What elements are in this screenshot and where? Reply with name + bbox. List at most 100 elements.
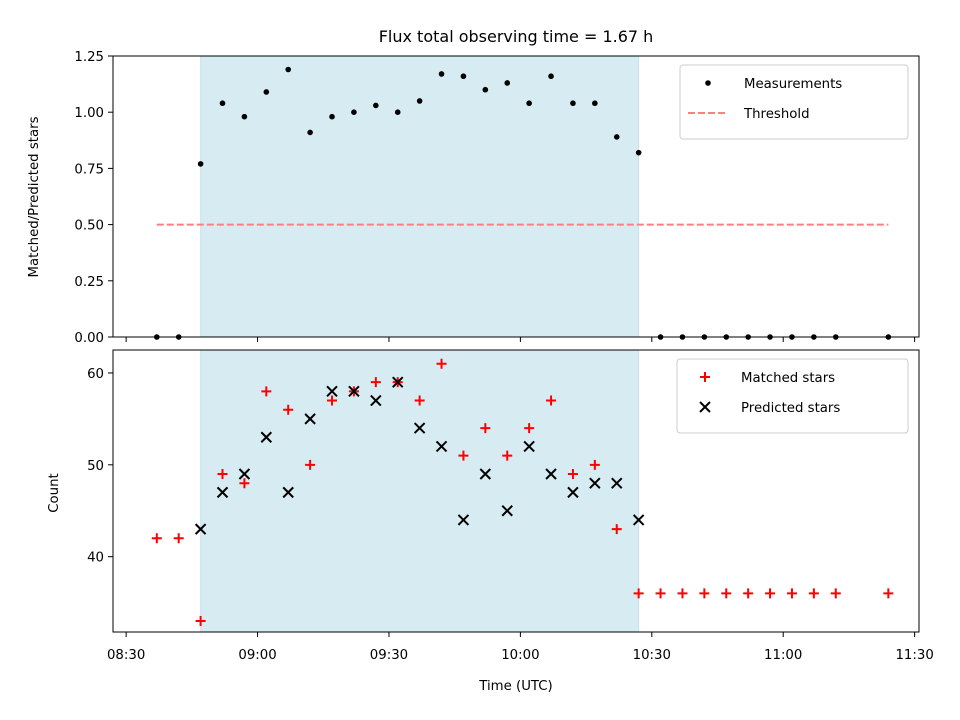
predicted-stars-point [413, 422, 426, 434]
matched-stars-point [883, 588, 894, 599]
matched-stars-point [786, 588, 797, 599]
matched-stars-point [721, 588, 732, 599]
measurement-point [197, 161, 204, 167]
matched-stars-point [239, 478, 250, 489]
measurement-point [241, 113, 248, 120]
matched-stars-point [699, 588, 710, 599]
matched-stars-point [743, 588, 754, 599]
measurement-point [592, 100, 598, 107]
x-tick-label: 10:00 [501, 648, 539, 663]
legend-label: Matched stars [741, 371, 835, 386]
predicted-stars-point [457, 514, 470, 526]
measurement-point [526, 100, 532, 107]
measurement-point [373, 102, 379, 109]
x-tick-label: 09:30 [370, 648, 408, 663]
measurement-point [570, 100, 576, 107]
measurement-point [504, 80, 511, 86]
predicted-stars-point [545, 468, 557, 480]
axes-frame [112, 349, 920, 633]
matched-stars-point [589, 459, 600, 470]
matched-stars-point [327, 395, 338, 406]
matched-stars-point [611, 524, 622, 535]
x-tick-label: 11:30 [895, 648, 933, 663]
predicted-stars-point [589, 477, 601, 489]
chart-title: Flux total observing time = 1.67 h [379, 27, 654, 46]
y-axis-label-count: Count [47, 473, 62, 513]
legend-marker-x [699, 401, 711, 413]
predicted-stars-point [216, 486, 229, 499]
measurement-point [263, 89, 270, 95]
x-tick-label: 09:00 [238, 648, 276, 663]
y-tick-label: 1.25 [74, 50, 104, 65]
legend: Measurements Threshold [679, 64, 909, 140]
matched-stars-point [567, 469, 578, 480]
measurement-point [394, 109, 401, 115]
legend-label: Threshold [743, 107, 810, 122]
matched-stars-point [195, 615, 206, 626]
measurement-point [613, 134, 620, 140]
legend-marker-dot [705, 80, 711, 86]
y-axis-label-ratio: Matched/Predicted stars [27, 116, 42, 277]
predicted-stars-point [479, 468, 492, 480]
measurement-point [482, 86, 489, 93]
matched-stars-point [261, 386, 272, 397]
x-tick-label: 10:30 [633, 648, 671, 663]
predicted-stars-point [282, 486, 294, 499]
bottom-panel-counts: 40 50 60 08:30 09:00 09:30 10:00 10:30 11:00 11:3… [87, 349, 934, 663]
predicted-stars-point [326, 385, 338, 398]
matched-stars-point [436, 358, 447, 369]
matched-stars-point [765, 588, 776, 599]
matched-stars-point [151, 533, 162, 544]
y-tick-label: 50 [87, 459, 104, 474]
y-tick-label: 0.50 [74, 219, 104, 234]
matched-stars-point [808, 588, 819, 599]
predicted-stars-point [567, 486, 579, 499]
matched-stars-point [546, 395, 557, 406]
matched-stars-point [677, 588, 688, 599]
matched-stars-point [502, 450, 513, 461]
matched-stars-point [458, 450, 469, 461]
predicted-stars-point [501, 505, 513, 517]
matched-stars-point [830, 588, 841, 599]
matched-stars-point [633, 588, 644, 599]
measurement-point [460, 73, 467, 80]
matched-stars-point [414, 395, 425, 406]
predicted-stars-point [523, 440, 535, 453]
predicted-stars-point [260, 431, 273, 443]
highlight-span [200, 55, 640, 338]
matched-stars-point [480, 423, 491, 434]
predicted-stars-point [348, 385, 360, 398]
x-tick-label: 08:30 [107, 648, 145, 663]
legend-box [676, 358, 909, 434]
matched-stars-point [173, 533, 184, 544]
predicted-stars-point [632, 514, 645, 526]
legend-label: Predicted stars [741, 401, 840, 416]
matched-stars-point [305, 459, 316, 470]
y-tick-label: 0.25 [74, 275, 104, 290]
legend-box [679, 64, 909, 140]
y-tick-label: 60 [87, 367, 104, 382]
predicted-stars-point [238, 468, 251, 480]
matched-stars-point [370, 377, 381, 388]
axes-frame [112, 55, 920, 338]
measurement-point [285, 66, 292, 73]
legend-marker-plus [700, 372, 710, 382]
legend: Matched stars Predicted stars [676, 358, 909, 434]
matched-stars-point [524, 423, 535, 434]
measurement-point [416, 98, 423, 104]
predicted-stars-point [194, 523, 207, 535]
legend-label: Measurements [744, 77, 842, 92]
y-tick-label: 0.75 [74, 162, 104, 177]
measurement-point [219, 100, 226, 107]
measurement-point [329, 113, 335, 120]
measurement-point [548, 73, 554, 80]
measurement-point [635, 149, 642, 156]
x-axis-label: Time (UTC) [478, 679, 553, 694]
predicted-stars-point [611, 477, 623, 489]
measurement-point [438, 71, 445, 77]
measurement-point [351, 109, 357, 115]
y-tick-label: 40 [87, 551, 104, 566]
predicted-stars-point [435, 440, 448, 453]
matched-stars-point [283, 404, 294, 415]
